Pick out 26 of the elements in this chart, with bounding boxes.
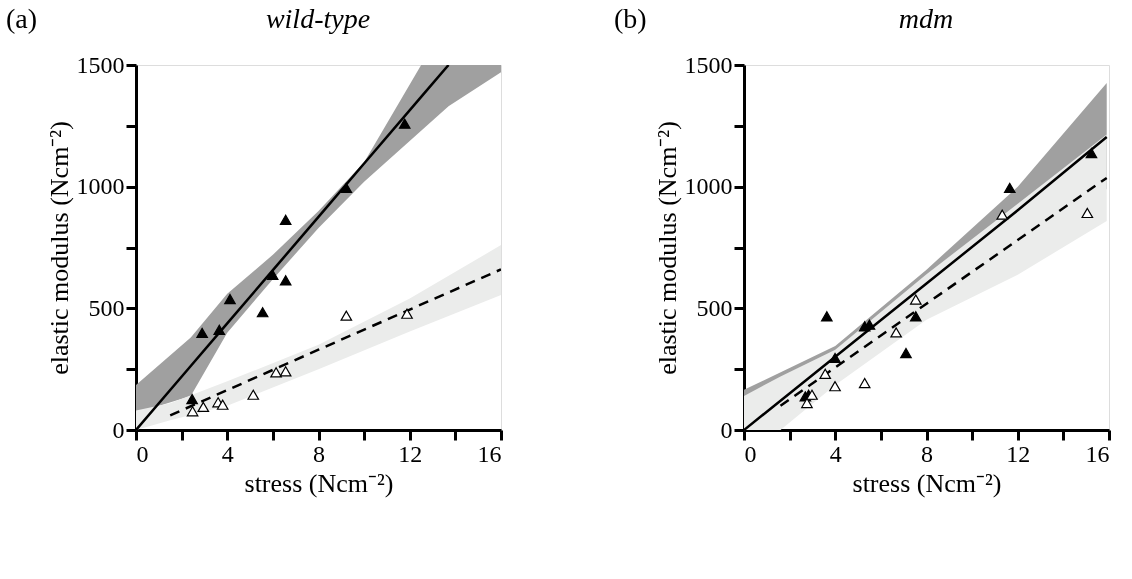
x-tick-label: 4: [221, 440, 234, 467]
y-tick-label: 500: [696, 294, 733, 321]
y-tick-label: 0: [720, 416, 733, 443]
chart-title: wild-type: [265, 3, 371, 34]
text: (b): [614, 3, 647, 34]
y-tick-label: 1500: [76, 51, 125, 78]
y-tick-label: 500: [88, 294, 125, 321]
x-axis-title: stress (Ncm⁻²): [852, 468, 1002, 498]
x-tick-label: 8: [313, 440, 325, 467]
x-tick-label: 0: [744, 440, 757, 467]
x-tick-label: 8: [921, 440, 933, 467]
x-tick-label: 12: [1006, 440, 1031, 467]
x-axis-title: stress (Ncm⁻²): [244, 468, 394, 498]
y-axis-title: elastic modulus (Ncm⁻²): [44, 121, 74, 375]
y-tick-label: 1000: [684, 173, 733, 200]
x-tick-label: 16: [477, 440, 502, 467]
y-tick-label: 1000: [76, 173, 125, 200]
x-tick-label: 12: [398, 440, 423, 467]
text: (a): [6, 3, 38, 34]
y-axis-title: elastic modulus (Ncm⁻²): [652, 121, 682, 375]
x-tick-label: 4: [829, 440, 842, 467]
chart-title: mdm: [898, 3, 954, 34]
y-tick-label: 0: [112, 416, 125, 443]
x-tick-label: 0: [136, 440, 149, 467]
y-tick-label: 1500: [684, 51, 733, 78]
x-tick-label: 16: [1085, 440, 1110, 467]
